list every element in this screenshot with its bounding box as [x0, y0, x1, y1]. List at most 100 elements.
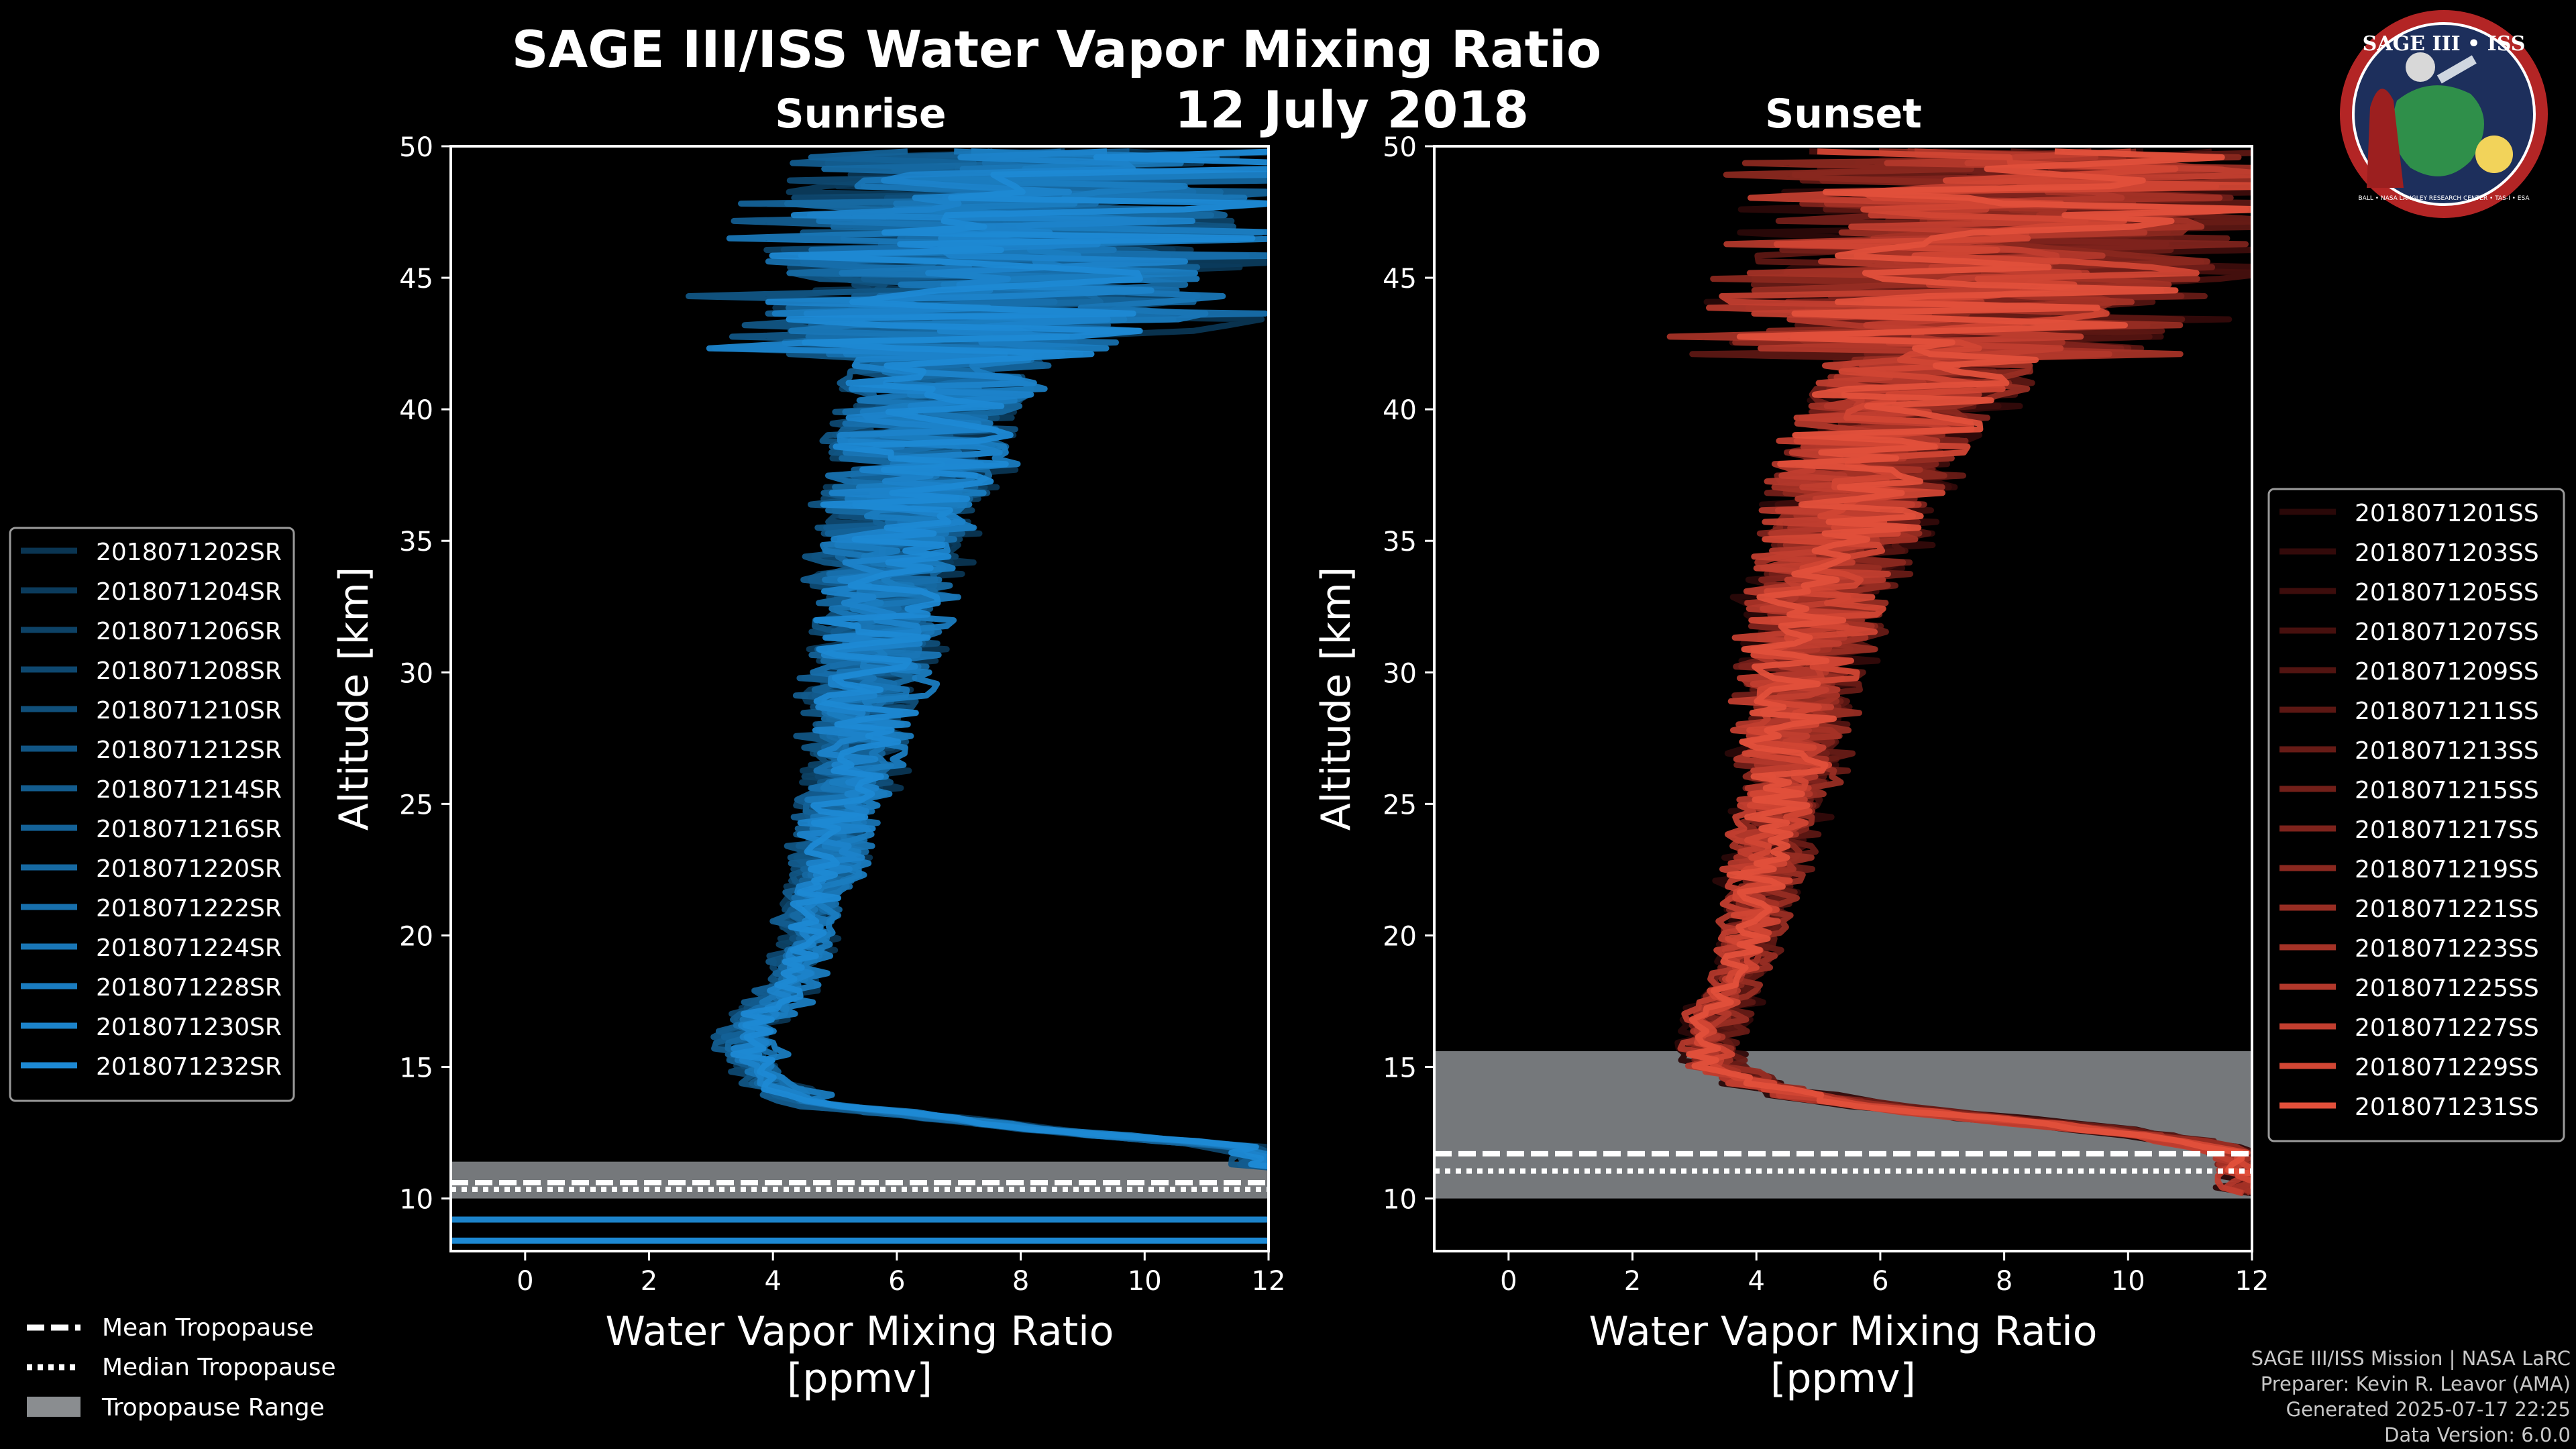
x-tick-label: 8: [1996, 1266, 2012, 1297]
legend-label: 2018071221SS: [2355, 896, 2539, 923]
y-tick-label: 50: [1383, 132, 1417, 163]
y-axis-label: Altitude [km]: [331, 567, 378, 831]
profile-line-2018071231SS: [1686, 148, 2252, 1177]
x-tick-label: 0: [1500, 1266, 1517, 1297]
logo-moon: [2406, 52, 2435, 82]
profile-line-2018071225SS: [1677, 148, 2249, 1196]
logo-figure: [2367, 89, 2404, 188]
y-tick-label: 40: [399, 395, 433, 426]
figure-date: 12 July 2018: [1175, 80, 1529, 140]
legend-label: 2018071220SR: [96, 855, 282, 883]
legend-label: 2018071202SR: [96, 539, 282, 566]
legend-label: 2018071224SR: [96, 934, 282, 962]
y-tick-label: 20: [399, 921, 433, 952]
plot-frame: [449, 145, 1270, 1252]
legend-label: 2018071213SS: [2355, 737, 2539, 765]
sunset-panel: 0 2 4 6 8 10 12 10 15 20 25 30 35 40 45 50 Sunset Water V…: [1313, 91, 2269, 1402]
plot-area: [451, 148, 1269, 1244]
y-tick-label: 45: [399, 264, 433, 294]
x-axis-label: [ppmv]: [1770, 1355, 1916, 1402]
y-tick-label: 15: [1383, 1053, 1417, 1084]
x-axis-label: Water Vapor Mixing Ratio: [1589, 1308, 2098, 1355]
y-tick-label: 20: [1383, 921, 1417, 952]
credits-line-4: Data Version: 6.0.0: [2384, 1424, 2571, 1446]
legend-label: 2018071205SS: [2355, 579, 2539, 606]
logo-iss: [2436, 55, 2477, 84]
legend-label: 2018071203SS: [2355, 539, 2539, 567]
legend-label: 2018071232SR: [96, 1053, 282, 1081]
y-tick-label: 15: [399, 1053, 433, 1084]
legend-label: 2018071206SR: [96, 618, 282, 645]
panel-subtitle: Sunrise: [775, 91, 946, 138]
legend-box: [9, 527, 295, 1102]
logo-text-top: SAGE III • ISS: [2363, 32, 2526, 56]
profile-line-2018071232SR: [730, 148, 1269, 1170]
y-tick-label: 30: [399, 658, 433, 689]
y-tick-label: 10: [1383, 1185, 1417, 1216]
credits-line-1: SAGE III/ISS Mission | NASA LaRC: [2251, 1347, 2571, 1370]
y-tick-label: 10: [399, 1185, 433, 1216]
tropopause-range-swatch: [27, 1397, 80, 1417]
y-tick-label: 25: [399, 790, 433, 820]
x-tick-label: 2: [1624, 1266, 1641, 1297]
tropopause-legend: Mean Tropopause Median Tropopause Tropop…: [27, 1314, 336, 1421]
legend-label: 2018071222SR: [96, 895, 282, 922]
x-tick-label: 0: [517, 1266, 533, 1297]
logo-sun: [2475, 136, 2513, 173]
y-tick-label: 35: [1383, 527, 1417, 557]
legend-label: 2018071201SS: [2355, 500, 2539, 527]
sage-iss-logo: SAGE III • ISS BALL • NASA LANGLEY RESEA…: [2340, 10, 2548, 218]
tropopause-range-label: Tropopause Range: [101, 1394, 325, 1421]
credits-line-2: Preparer: Kevin R. Leavor (AMA): [2260, 1373, 2571, 1395]
y-tick-label: 35: [399, 527, 433, 557]
tropopause-range-band: [1434, 1051, 2252, 1199]
x-tick-label: 2: [641, 1266, 657, 1297]
x-axis-label: Water Vapor Mixing Ratio: [606, 1308, 1114, 1355]
figure-title: SAGE III/ISS Water Vapor Mixing Ratio: [512, 19, 1602, 79]
legend-label: 2018071208SR: [96, 657, 282, 685]
plot-frame: [1433, 145, 2253, 1252]
legend-label: 2018071204SR: [96, 578, 282, 606]
x-tick-label: 6: [1872, 1266, 1888, 1297]
legend-label: 2018071207SS: [2355, 619, 2539, 646]
panel-subtitle: Sunset: [1765, 91, 1922, 138]
x-axis-label: [ppmv]: [787, 1355, 932, 1402]
legend-label: 2018071211SS: [2355, 698, 2539, 725]
legend-label: 2018071219SS: [2355, 856, 2539, 883]
legend-label: 2018071214SR: [96, 776, 282, 804]
x-tick-label: 10: [2111, 1266, 2145, 1297]
median-tropopause-label: Median Tropopause: [102, 1354, 336, 1381]
x-tick-label: 12: [1252, 1266, 1286, 1297]
legend-label: 2018071229SS: [2355, 1054, 2539, 1081]
y-tick-label: 30: [1383, 658, 1417, 689]
x-tick-label: 12: [2235, 1266, 2269, 1297]
y-tick-label: 40: [1383, 395, 1417, 426]
mean-tropopause-label: Mean Tropopause: [102, 1314, 314, 1342]
legend-label: 2018071231SS: [2355, 1093, 2539, 1121]
credits-line-3: Generated 2025-07-17 22:25: [2286, 1398, 2571, 1421]
logo-text-ring: BALL • NASA LANGLEY RESEARCH CENTER • TA…: [2358, 195, 2530, 202]
plot-area: [1434, 148, 2252, 1199]
x-tick-label: 8: [1012, 1266, 1029, 1297]
legend-label: 2018071230SR: [96, 1014, 282, 1041]
x-tick-label: 4: [1748, 1266, 1764, 1297]
credits-block: SAGE III/ISS Mission | NASA LaRC Prepare…: [2251, 1346, 2571, 1448]
x-tick-label: 6: [888, 1266, 905, 1297]
legend-label: 2018071225SS: [2355, 975, 2539, 1002]
x-tick-label: 10: [1128, 1266, 1162, 1297]
sunrise-legend: 2018071202SR 2018071204SR 2018071206SR 2018…: [9, 527, 295, 1102]
legend-label: 2018071228SR: [96, 974, 282, 1002]
y-tick-label: 45: [1383, 264, 1417, 294]
legend-box: [2267, 488, 2565, 1142]
legend-label: 2018071223SS: [2355, 935, 2539, 963]
y-tick-label: 50: [399, 132, 433, 163]
profile-line-2018071227SS: [1681, 148, 2252, 1197]
x-tick-label: 4: [764, 1266, 781, 1297]
y-axis-label: Altitude [km]: [1313, 567, 1360, 831]
legend-label: 2018071227SS: [2355, 1014, 2539, 1042]
sunrise-panel: 0 2 4 6 8 10 12 10 15 20 25 30 35 40 45 50 Sunrise Water …: [331, 91, 1286, 1402]
logo-globe-land: [2392, 85, 2484, 176]
legend-label: 2018071216SR: [96, 816, 282, 843]
y-tick-label: 25: [1383, 790, 1417, 820]
